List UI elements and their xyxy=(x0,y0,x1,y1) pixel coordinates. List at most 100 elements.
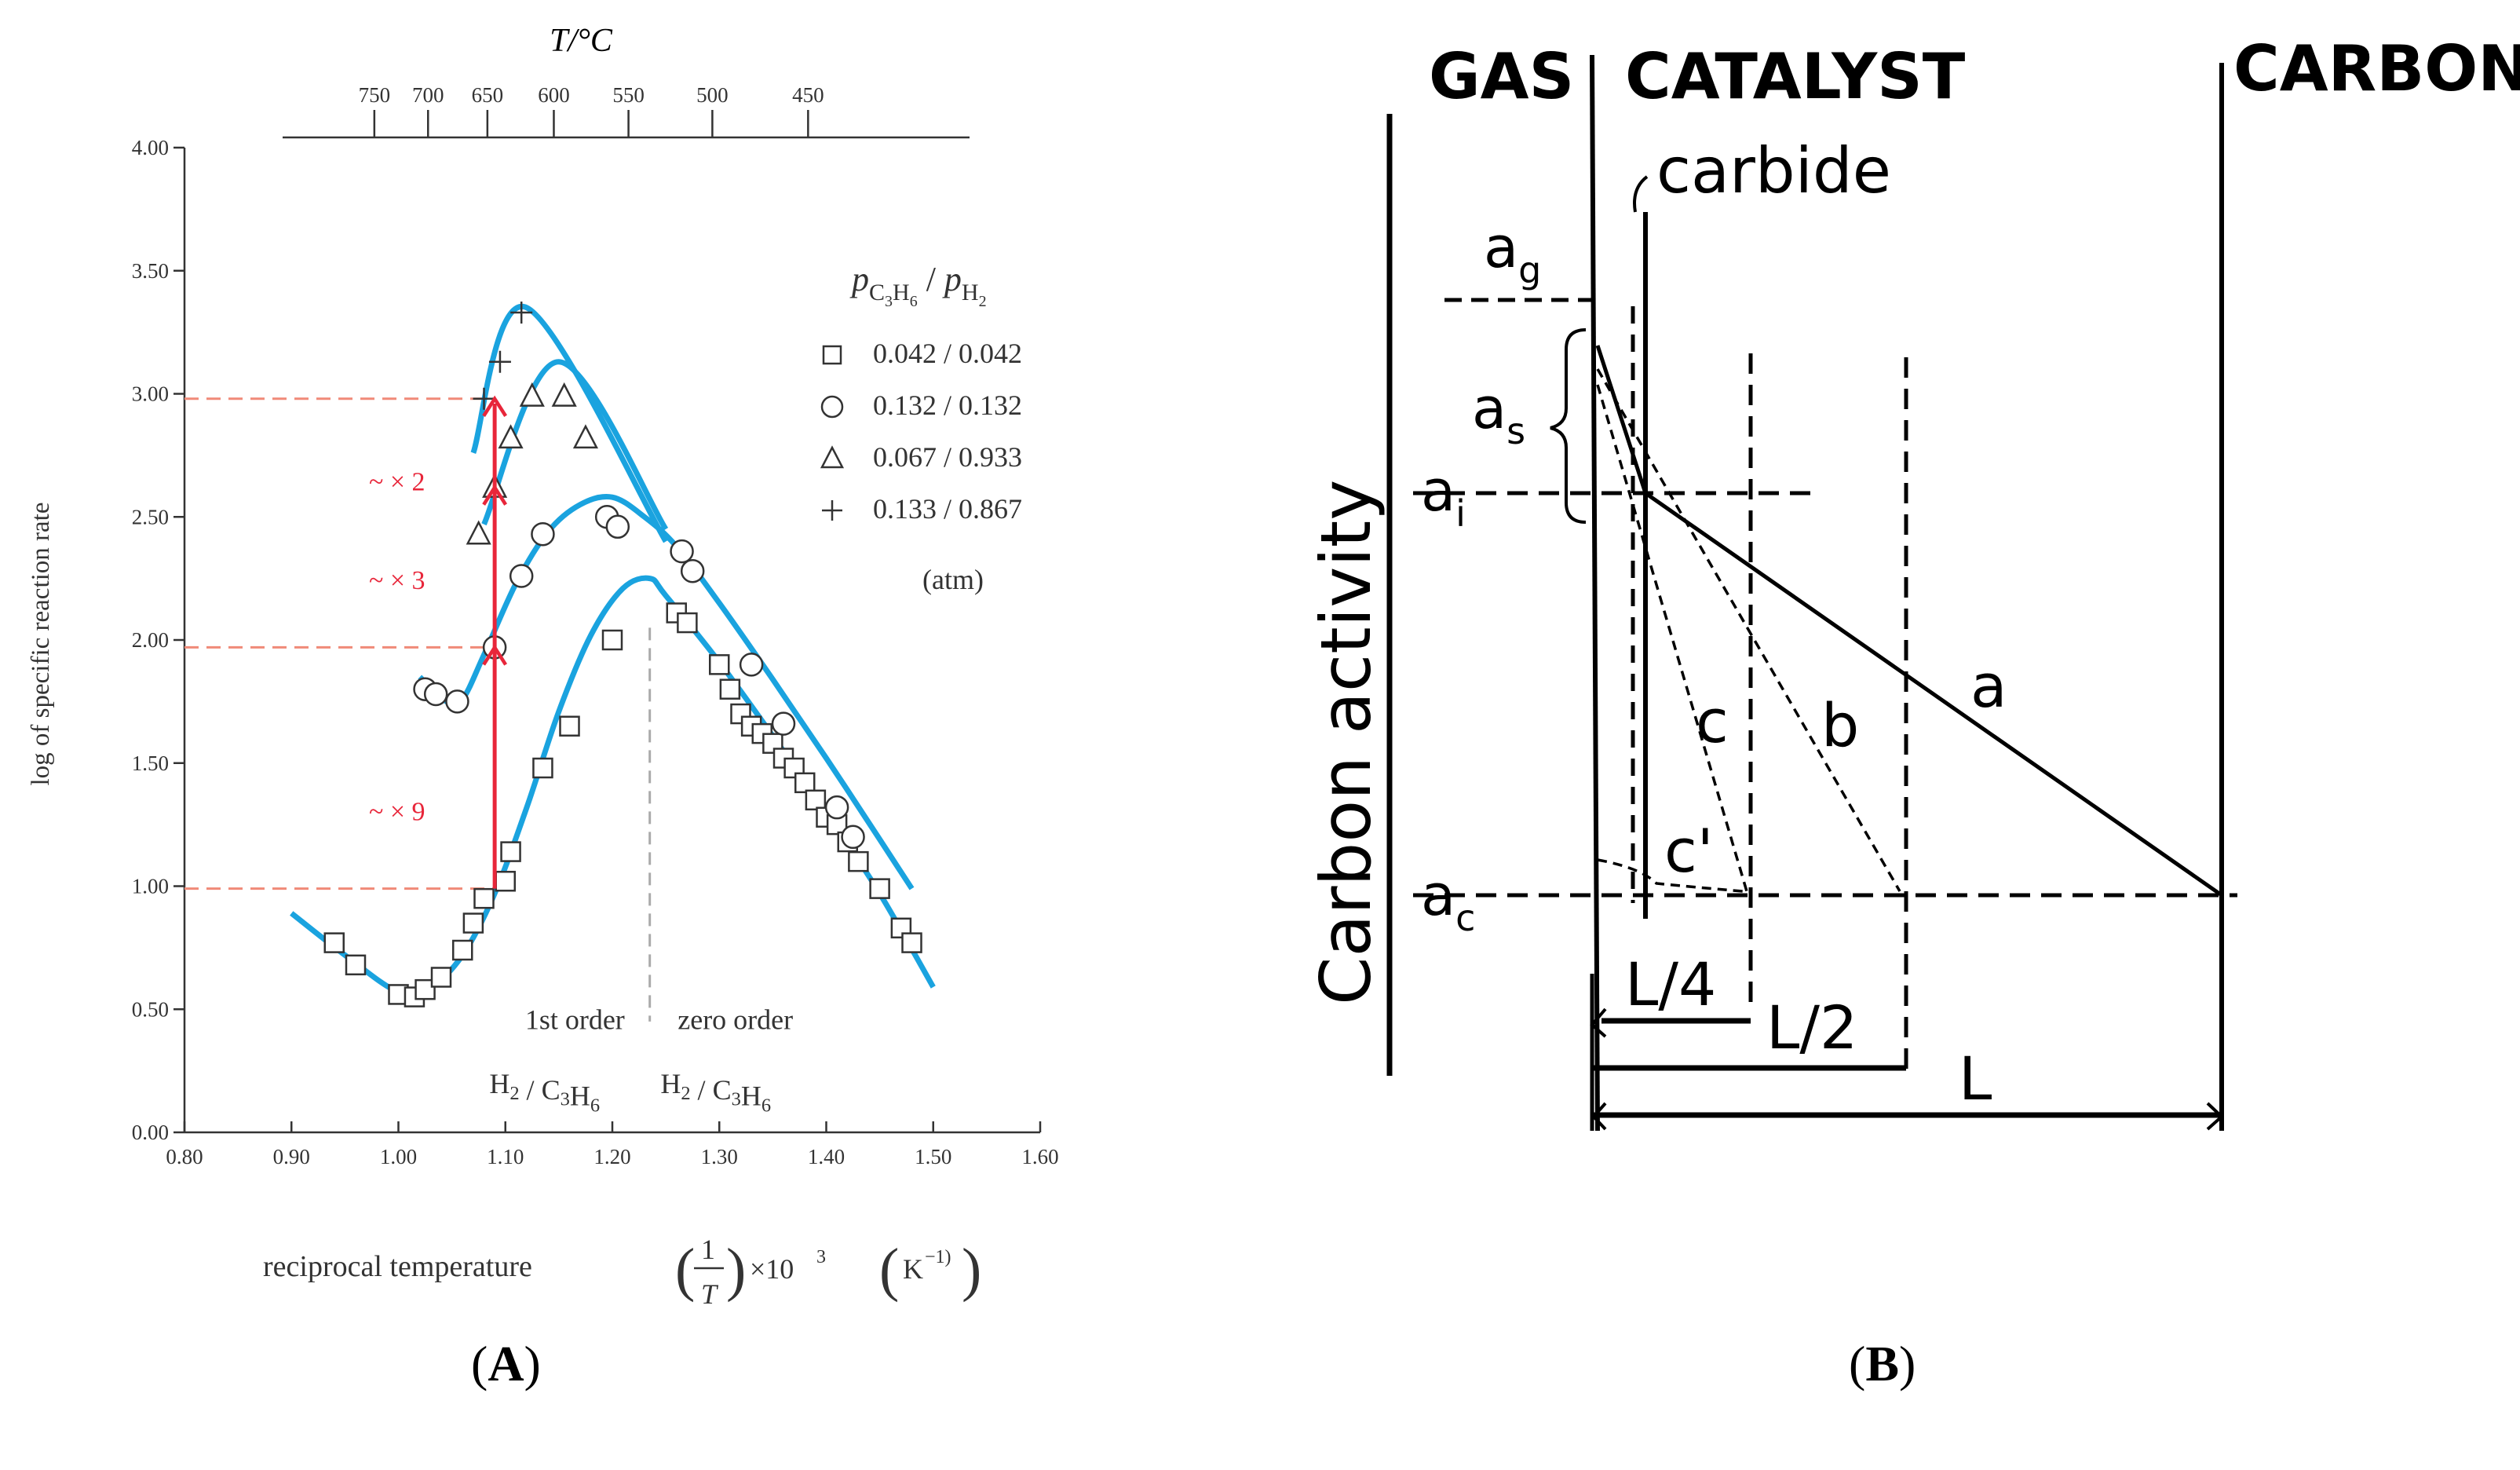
frac-num: 1 xyxy=(701,1234,715,1265)
frac-den: T xyxy=(701,1278,719,1310)
fit-line xyxy=(418,494,915,890)
text-part: H xyxy=(660,1068,681,1099)
dist-l2-label: L/2 xyxy=(1766,993,1857,1062)
legend-title-part: C xyxy=(869,280,885,305)
legend-title-part: 2 xyxy=(979,293,987,310)
top-tick-label: 550 xyxy=(612,83,645,107)
paren: ) xyxy=(726,1237,746,1303)
unit-k: K xyxy=(903,1253,923,1285)
y-tick-label: 0.00 xyxy=(132,1121,169,1144)
arrow-head xyxy=(482,484,508,506)
arrow-head xyxy=(482,395,508,417)
header-gas: GAS xyxy=(1429,40,1574,113)
y-tick-label: 2.00 xyxy=(132,628,169,652)
enhancement-arrow xyxy=(482,395,508,889)
top-tick-label: 450 xyxy=(792,83,824,107)
dist-l4-label: L/4 xyxy=(1625,949,1716,1019)
panel-label-a: (A) xyxy=(471,1336,541,1391)
legend-label: 0.042 / 0.042 xyxy=(873,338,1022,369)
marker-square xyxy=(794,772,816,794)
legend-title-part: H xyxy=(893,280,910,305)
x-ticks: 0.80 0.90 1.00 1.10 1.20 1.30 1.40 1.50 1.60 xyxy=(166,1121,1059,1168)
marker-square xyxy=(709,654,730,675)
top-tick-label: 700 xyxy=(412,83,444,107)
text-part: / xyxy=(520,1074,542,1106)
x-tick-label: 1.40 xyxy=(808,1145,845,1168)
region-right-expr: H2 / C3H6 xyxy=(660,1068,771,1117)
region-left-expr: H2 / C3H6 xyxy=(489,1068,600,1117)
curve-c-label: c xyxy=(1696,686,1729,756)
exponent: 3 xyxy=(816,1247,826,1267)
marker-square xyxy=(430,967,452,988)
text-part: H xyxy=(741,1081,761,1112)
x-tick-label: 0.90 xyxy=(273,1145,310,1168)
marker-square xyxy=(415,978,436,1000)
arrow-head xyxy=(482,644,508,666)
header-carbon: CARBON xyxy=(2233,32,2520,105)
marker-circle xyxy=(820,395,844,419)
top-tick-label: 600 xyxy=(538,83,570,107)
marker-triangle xyxy=(498,424,524,449)
y-ticks: 0.00 0.50 1.00 1.50 2.00 2.50 3.00 3.50 4.00 xyxy=(132,136,184,1144)
marker-square xyxy=(719,678,741,700)
x-tick-label: 1.50 xyxy=(915,1145,951,1168)
legend-title-part: / xyxy=(918,260,944,298)
marker-square xyxy=(495,870,516,892)
marker-triangle xyxy=(551,382,577,407)
legend-title: pC3H6 / pH2 xyxy=(849,260,987,310)
header-catalyst: CATALYST xyxy=(1625,40,1966,113)
marker-square xyxy=(901,932,922,953)
factor-label: ~ × 3 xyxy=(369,566,425,595)
marker-circle xyxy=(531,521,555,547)
text-part: / xyxy=(691,1074,713,1106)
panel-b-diagram xyxy=(1386,54,2237,1132)
legend-unit: (atm) xyxy=(922,564,984,595)
legend-label: 0.067 / 0.933 xyxy=(873,441,1022,473)
marker-circle xyxy=(423,682,448,707)
y-axis-label: log of specific reaction rate xyxy=(27,503,55,786)
factor-label: ~ × 9 xyxy=(369,797,425,826)
curve-a-label: a xyxy=(1970,651,2007,721)
top-tick-label: 650 xyxy=(472,83,504,107)
marker-square xyxy=(848,850,869,872)
region-right-label: zero order xyxy=(677,1004,793,1035)
marker-plus xyxy=(510,302,533,324)
level-g: ag xyxy=(1484,214,1541,291)
y-tick-label: 3.00 xyxy=(132,382,169,406)
curve-b-label: b xyxy=(1821,690,1859,760)
text-part: 6 xyxy=(761,1095,771,1117)
marker-square xyxy=(462,912,484,934)
paren: ) xyxy=(962,1237,981,1303)
marker-triangle xyxy=(466,520,491,545)
marker-circle xyxy=(509,564,534,588)
legend-label: 0.132 / 0.132 xyxy=(873,389,1022,421)
marker-square xyxy=(677,612,698,634)
marker-circle xyxy=(771,711,796,736)
marker-square xyxy=(323,932,345,953)
x-axis-label: reciprocal temperature xyxy=(263,1250,532,1283)
x-tick-label: 0.80 xyxy=(166,1145,203,1168)
x-tick-label: 1.10 xyxy=(487,1145,524,1168)
factor-label: ~ × 2 xyxy=(369,467,425,496)
top-tick-label: 500 xyxy=(696,83,729,107)
text-part: 6 xyxy=(590,1095,600,1117)
marker-square xyxy=(601,629,623,651)
times-ten: ×10 xyxy=(750,1253,794,1285)
legend-title-part: 3 xyxy=(885,293,893,310)
text-part: 2 xyxy=(681,1083,690,1104)
y-tick-label: 2.50 xyxy=(132,505,169,528)
level-s: as xyxy=(1472,375,1525,452)
factor-labels: ~ × 2 ~ × 3 ~ × 9 xyxy=(369,467,425,826)
data-markers xyxy=(323,302,922,1007)
marker-square xyxy=(559,715,580,737)
marker-square xyxy=(452,939,473,961)
text-part: H xyxy=(489,1068,509,1099)
panel-label-b: (B) xyxy=(1849,1336,1916,1391)
curve-c-prime-label: c' xyxy=(1664,816,1714,886)
marker-circle xyxy=(445,689,469,714)
marker-square xyxy=(532,757,553,779)
marker-plus xyxy=(822,500,842,521)
